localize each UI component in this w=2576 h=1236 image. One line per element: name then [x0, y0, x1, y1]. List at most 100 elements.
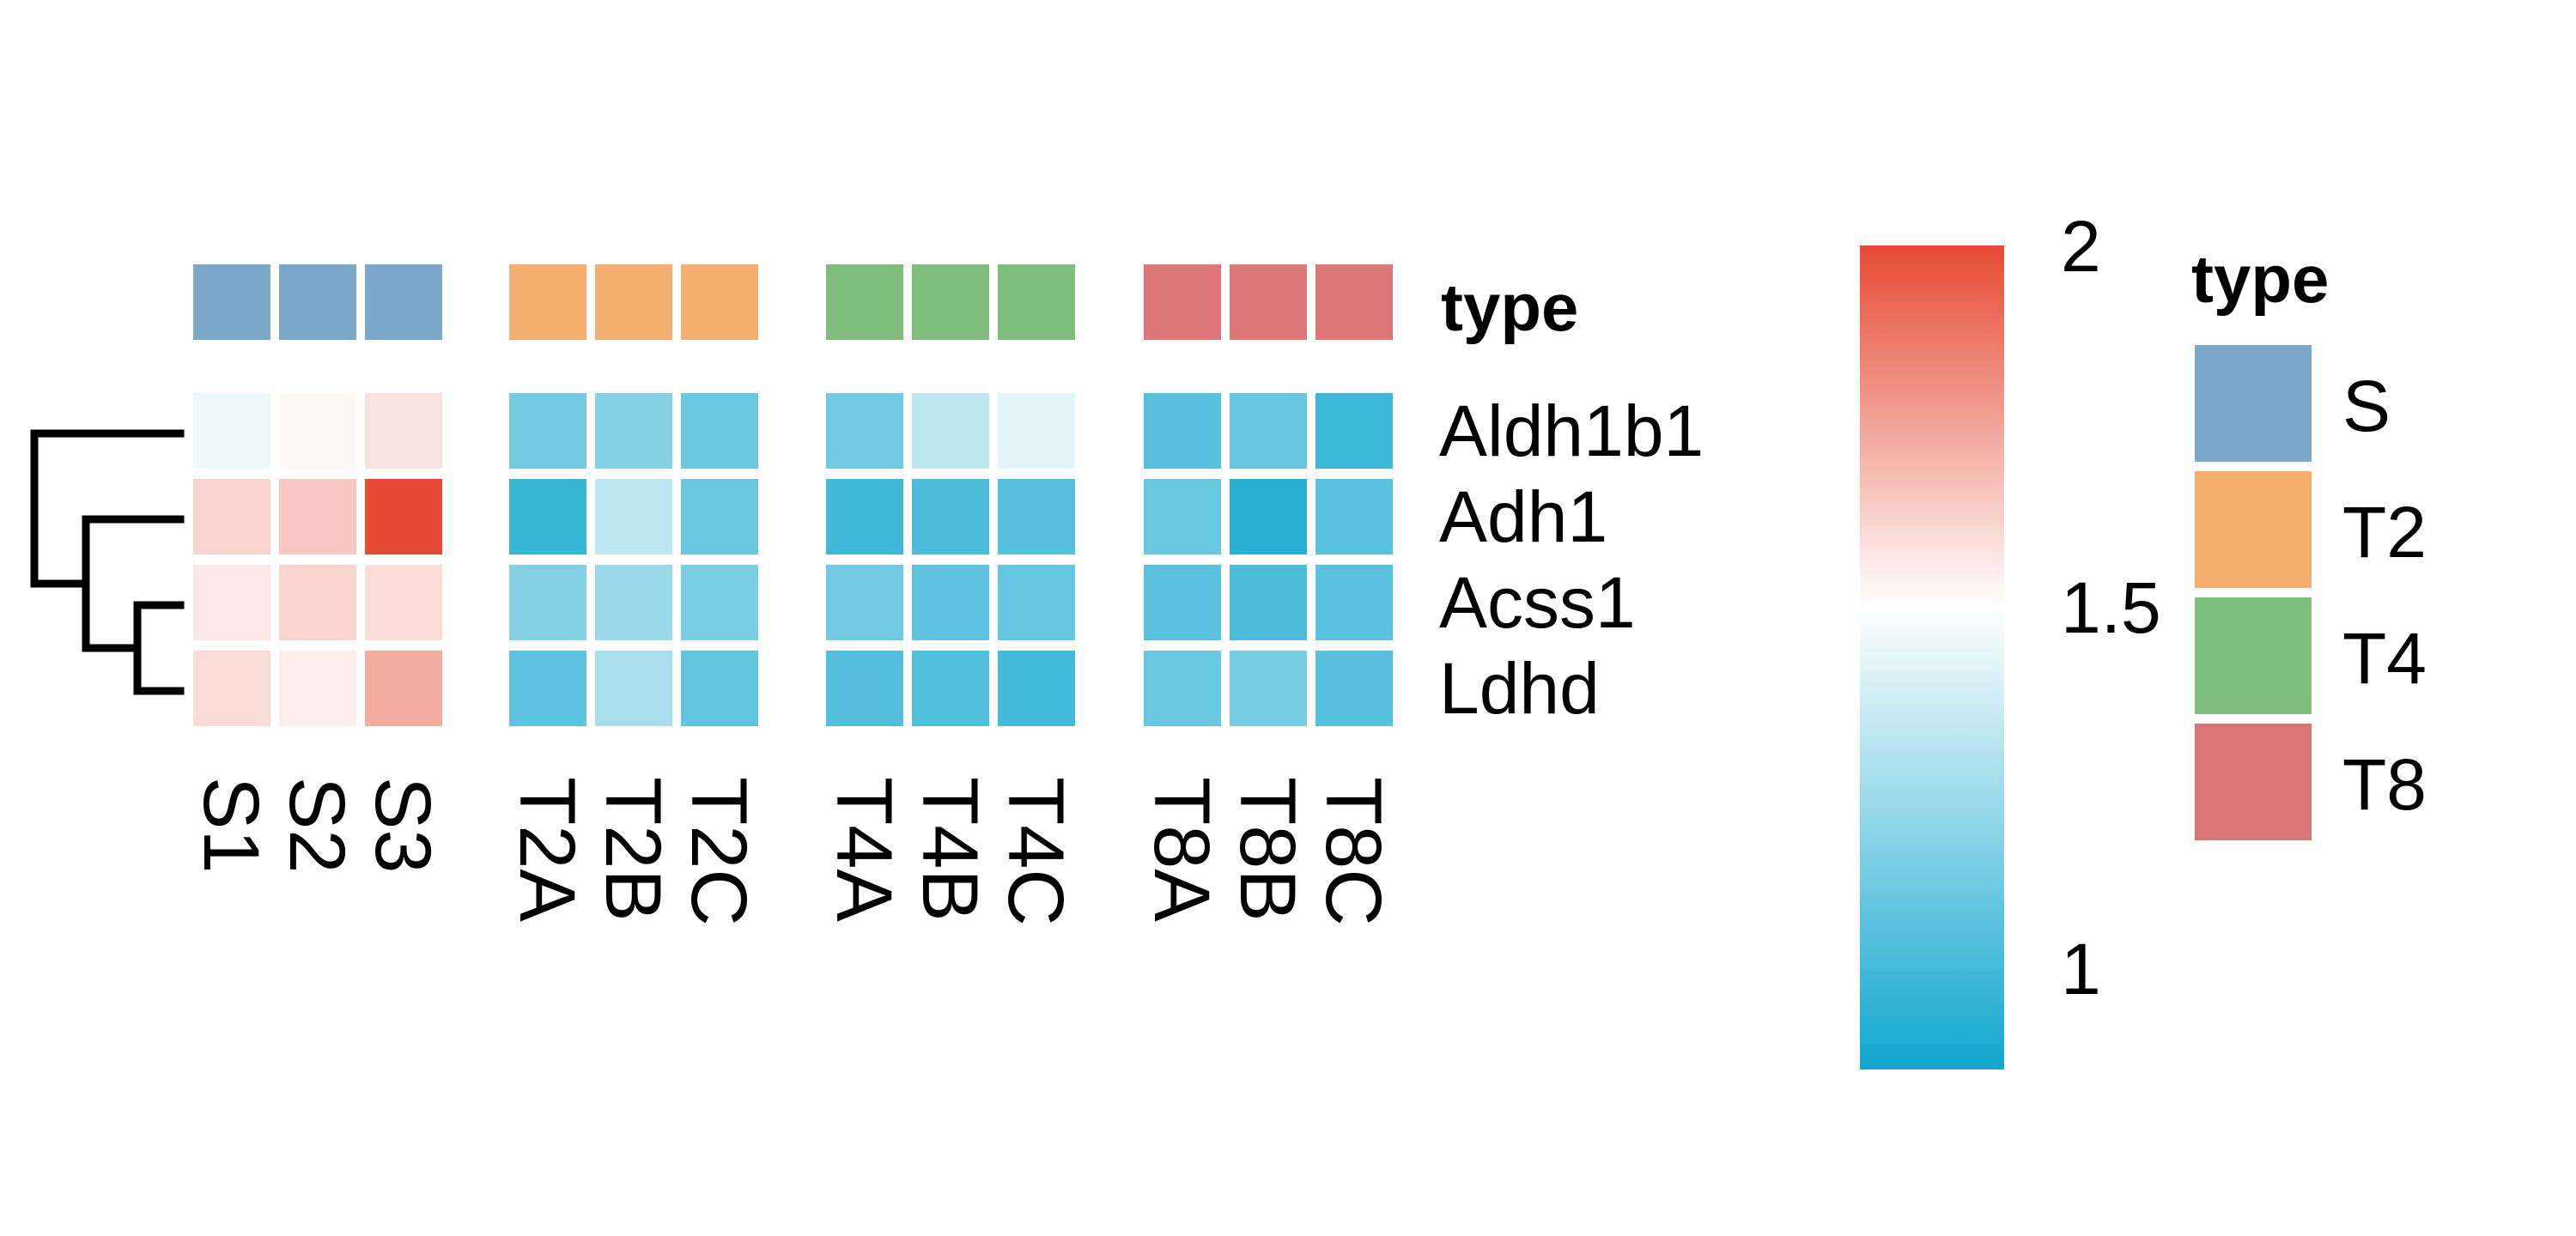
row-label: Acss1 [1439, 562, 1636, 643]
row-label: Adh1 [1439, 476, 1607, 557]
heatmap-cell [193, 479, 270, 554]
legend-label: S [2342, 366, 2391, 446]
annotation-cell [365, 264, 442, 340]
heatmap-cell [826, 565, 903, 640]
heatmap-cell [365, 651, 442, 726]
legend-swatch [2195, 471, 2312, 588]
heatmap-cell [1230, 565, 1307, 640]
row-dendrogram [30, 429, 185, 695]
heatmap-cell [1230, 651, 1307, 726]
heatmap-cell [1230, 393, 1307, 469]
heatmap-cell [1315, 651, 1393, 726]
annotation-bar [193, 264, 1393, 340]
heatmap-cell [912, 651, 989, 726]
heatmap-cell [365, 479, 442, 554]
heatmap-cells [193, 393, 1393, 726]
dendrogram-branch [30, 429, 185, 588]
colorbar-tick-label: 2 [2061, 206, 2101, 287]
heatmap-cell [1144, 479, 1221, 554]
heatmap-cell [1144, 651, 1221, 726]
heatmap-cell [509, 479, 586, 554]
heatmap-cell [1315, 565, 1393, 640]
annotation-cell [826, 264, 903, 340]
colorbar [1860, 245, 2004, 1069]
legend-label: T2 [2342, 492, 2427, 573]
heatmap-cell [595, 393, 672, 469]
column-label: T4C [992, 777, 1079, 926]
legend: S T2 T4 T8 [2195, 345, 2427, 840]
column-label: T8C [1309, 777, 1397, 926]
heatmap-cell [509, 651, 586, 726]
column-label: S1 [187, 777, 275, 874]
heatmap-cell [826, 651, 903, 726]
column-label: S2 [273, 777, 361, 874]
heatmap-cell [595, 479, 672, 554]
annotation-cell [595, 264, 672, 340]
colorbar-tick-label: 1 [2061, 929, 2101, 1009]
column-label: T4A [820, 777, 908, 922]
heatmap-cell [826, 393, 903, 469]
heatmap-cell [681, 393, 758, 469]
annotation-cell [998, 264, 1075, 340]
annotation-cell [279, 264, 356, 340]
annotation-cell [509, 264, 586, 340]
heatmap-cell [1230, 479, 1307, 554]
legend-swatch [2195, 597, 2312, 714]
dendrogram-branch [82, 515, 185, 652]
heatmap-cell [193, 393, 270, 469]
heatmap-cell [279, 651, 356, 726]
column-label: T8A [1138, 777, 1225, 922]
heatmap-cell [595, 565, 672, 640]
column-label: T2B [589, 777, 677, 922]
heatmap-cell [509, 393, 586, 469]
heatmap-cell [1315, 479, 1393, 554]
heatmap-cell [912, 479, 989, 554]
legend-label: T4 [2342, 618, 2427, 699]
heatmap-cell [912, 393, 989, 469]
heatmap-cell [1315, 393, 1393, 469]
column-label: S3 [359, 777, 447, 874]
heatmap-cell [279, 565, 356, 640]
dendrogram-branch [133, 601, 185, 695]
annotation-cell [1230, 264, 1307, 340]
heatmap-cell [279, 479, 356, 554]
heatmap-cell [998, 651, 1075, 726]
heatmap-cell [681, 565, 758, 640]
legend-label: T8 [2342, 744, 2427, 825]
heatmap-cell [193, 651, 270, 726]
annotation-title: type [1441, 270, 1578, 345]
heatmap-cell [998, 479, 1075, 554]
row-label: Aldh1b1 [1439, 391, 1704, 471]
heatmap-cell [998, 565, 1075, 640]
heatmap-cell [998, 393, 1075, 469]
heatmap-cell [365, 393, 442, 469]
heatmap-cell [1144, 565, 1221, 640]
heatmap-cell [681, 651, 758, 726]
column-label: T2A [503, 777, 591, 922]
legend-title: type [2191, 241, 2329, 317]
heatmap-cell [193, 565, 270, 640]
colorbar-gradient [1860, 245, 2004, 1069]
heatmap-cell [826, 479, 903, 554]
annotation-cell [193, 264, 270, 340]
legend-swatch [2195, 345, 2312, 462]
heatmap-cell [1144, 393, 1221, 469]
heatmap-cell [365, 565, 442, 640]
heatmap-cell [681, 479, 758, 554]
heatmap-cell [595, 651, 672, 726]
column-label: T8B [1224, 777, 1311, 922]
heatmap-cell [279, 393, 356, 469]
annotation-cell [1315, 264, 1393, 340]
annotation-cell [912, 264, 989, 340]
column-label: T2C [675, 777, 762, 926]
column-label: T4B [906, 777, 993, 922]
heatmap-cell [509, 565, 586, 640]
annotation-cell [1144, 264, 1221, 340]
legend-swatch [2195, 724, 2312, 840]
colorbar-tick-label: 1.5 [2061, 567, 2161, 648]
heatmap-cell [912, 565, 989, 640]
colorbar-ticks: 11.52 [2061, 206, 2161, 1009]
